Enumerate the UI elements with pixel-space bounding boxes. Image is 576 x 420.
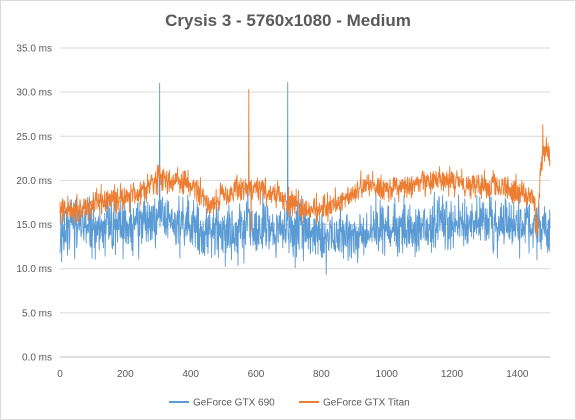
- x-tick-label: 1000: [376, 369, 399, 380]
- legend-label: GeForce GTX Titan: [323, 398, 410, 409]
- legend-label: GeForce GTX 690: [193, 398, 275, 409]
- x-tick-label: 1400: [506, 369, 529, 380]
- x-tick-labels: 0 200 400 600 800 1000 1200 1400: [57, 369, 529, 380]
- y-tick-label: 15.0 ms: [16, 220, 52, 231]
- x-tick-label: 600: [248, 369, 265, 380]
- series-line-gtx-titan: [59, 89, 551, 239]
- y-tick-label: 0.0 ms: [22, 353, 52, 364]
- y-tick-label: 30.0 ms: [16, 88, 52, 99]
- y-tick-label: 5.0 ms: [22, 308, 52, 319]
- x-tick-label: 800: [313, 369, 330, 380]
- y-tick-labels: 0.0 ms 5.0 ms 10.0 ms 15.0 ms 20.0 ms 25.0 ms…: [16, 44, 52, 364]
- chart-title: Crysis 3 - 5760x1080 - Medium: [165, 11, 411, 30]
- y-tick-label: 20.0 ms: [16, 176, 52, 187]
- x-tick-label: 200: [117, 369, 134, 380]
- legend: GeForce GTX 690 GeForce GTX Titan: [169, 398, 410, 409]
- x-tick-label: 1200: [441, 369, 464, 380]
- y-tick-label: 35.0 ms: [16, 44, 52, 55]
- y-tick-label: 25.0 ms: [16, 132, 52, 143]
- x-tick-label: 0: [57, 369, 63, 380]
- x-tick-label: 400: [182, 369, 199, 380]
- series-line-gtx-690: [59, 81, 551, 275]
- y-tick-label: 10.0 ms: [16, 264, 52, 275]
- series-lines: [59, 81, 551, 275]
